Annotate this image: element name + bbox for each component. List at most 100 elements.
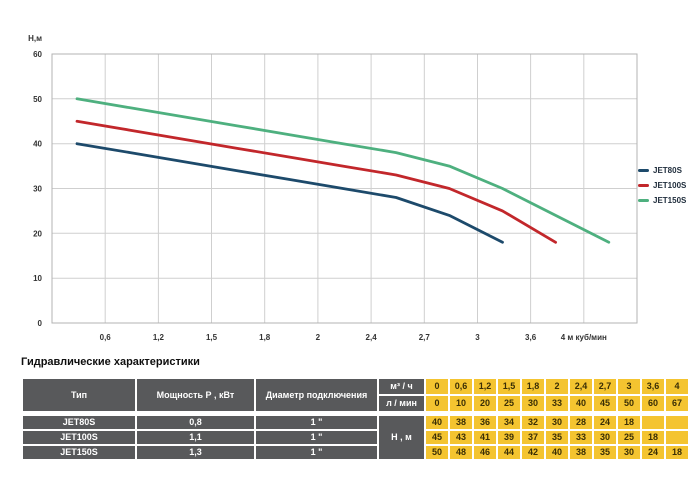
legend-dash-icon	[638, 169, 649, 172]
flow-value-cell: 39	[498, 431, 520, 444]
flow-value-cell: 32	[522, 416, 544, 429]
legend-item-jet150s: JET150S	[638, 193, 686, 208]
series-curve-jet150s	[75, 97, 611, 244]
pump-type-cell: JET80S	[23, 416, 135, 429]
pump-power-cell: 1,3	[137, 446, 254, 459]
table-title: Гидравлические характеристики	[21, 356, 200, 368]
pump-type-cell: JET150S	[23, 446, 135, 459]
flow-value-cell: 38	[450, 416, 472, 429]
pump-performance-chart: 0 10 20 30 40 50 60 Н,м 0,6 1,2 1,5 1,8 2 2,4 2,7 3 3,6 4…	[28, 34, 638, 342]
flow-value-cell: 30	[594, 431, 616, 444]
legend-label: JET150S	[653, 195, 687, 205]
pump-power-cell: 1,1	[137, 431, 254, 444]
flow-value-cell: 10	[450, 396, 472, 411]
flow-value-cell: 2,7	[594, 379, 616, 394]
flow-value-cell	[642, 416, 664, 429]
table-header-row-lmin: л / мин 0 10 20 25 30 33 40 45 50 60 67	[23, 396, 688, 411]
flow-value-cell	[666, 416, 688, 429]
flow-value-cell: 3,6	[642, 379, 664, 394]
col-header-type: Тип	[23, 379, 135, 411]
flow-value-cell: 18	[618, 416, 640, 429]
pump-type-cell: JET100S	[23, 431, 135, 444]
flow-value-cell: 25	[618, 431, 640, 444]
flow-value-cell	[666, 431, 688, 444]
svg-text:3,6: 3,6	[525, 333, 537, 342]
pump-power-cell: 0,8	[137, 416, 254, 429]
chart-area: 0 10 20 30 40 50 60 Н,м 0,6 1,2 1,5 1,8 2 2,4 2,7 3 3,6 4…	[28, 34, 686, 342]
svg-text:1,2: 1,2	[153, 333, 165, 342]
table-row-jet80s: JET80S 0,8 1 " Н , м 40 38 36 34 32 30 28 24 18	[23, 416, 688, 459]
flow-value-cell: 43	[450, 431, 472, 444]
svg-text:1,8: 1,8	[259, 333, 271, 342]
flow-unit-lmin: л / мин	[379, 396, 424, 411]
series-curve-jet100s	[75, 119, 557, 244]
table-row-jet150s: JET150S 1,3 1 " 50 48 46 44 42 40 38 35 30 24 18	[23, 446, 688, 459]
flow-value-cell: 40	[546, 446, 568, 459]
spacer-cell	[23, 413, 688, 414]
svg-text:10: 10	[33, 274, 42, 283]
legend-item-jet100s: JET100S	[638, 178, 686, 193]
flow-value-cell: 40	[570, 396, 592, 411]
legend-label: JET80S	[653, 165, 682, 175]
flow-value-cell: 38	[570, 446, 592, 459]
svg-text:2,7: 2,7	[419, 333, 431, 342]
svg-text:4 м куб/мин: 4 м куб/мин	[561, 333, 607, 342]
pump-diameter-cell: 1 "	[256, 431, 377, 444]
series-curve-jet80s	[75, 142, 504, 244]
svg-text:3: 3	[475, 333, 480, 342]
flow-value-cell: 18	[666, 446, 688, 459]
hydraulic-characteristics-table: Тип Мощность Р , кВт Диаметр подключения…	[21, 377, 690, 461]
flow-value-cell: 30	[618, 446, 640, 459]
x-axis-ticks: 0,6 1,2 1,5 1,8 2 2,4 2,7 3 3,6 4 м куб/мин	[100, 333, 607, 342]
flow-value-cell: 28	[570, 416, 592, 429]
svg-text:50: 50	[33, 95, 42, 104]
pump-diameter-cell: 1 "	[256, 446, 377, 459]
flow-value-cell: 24	[642, 446, 664, 459]
flow-value-cell: 48	[450, 446, 472, 459]
flow-value-cell: 36	[474, 416, 496, 429]
flow-value-cell: 33	[546, 396, 568, 411]
head-unit-label: Н , м	[379, 416, 424, 459]
flow-value-cell: 33	[570, 431, 592, 444]
flow-value-cell: 37	[522, 431, 544, 444]
flow-value-cell: 45	[594, 396, 616, 411]
flow-value-cell: 35	[546, 431, 568, 444]
flow-value-cell: 1,8	[522, 379, 544, 394]
flow-value-cell: 46	[474, 446, 496, 459]
flow-value-cell: 0	[426, 396, 448, 411]
y-axis-title: Н,м	[28, 34, 42, 43]
flow-value-cell: 50	[618, 396, 640, 411]
svg-text:1,5: 1,5	[206, 333, 218, 342]
flow-value-cell: 34	[498, 416, 520, 429]
pump-diameter-cell: 1 "	[256, 416, 377, 429]
flow-value-cell: 60	[642, 396, 664, 411]
flow-value-cell: 35	[594, 446, 616, 459]
svg-text:60: 60	[33, 50, 42, 59]
flow-value-cell: 4	[666, 379, 688, 394]
y-axis-ticks: 0 10 20 30 40 50 60	[33, 50, 42, 328]
plot-border	[51, 53, 638, 324]
col-header-power: Мощность Р , кВт	[137, 379, 254, 411]
flow-value-cell: 1,5	[498, 379, 520, 394]
flow-value-cell: 0	[426, 379, 448, 394]
table-row-jet100s: JET100S 1,1 1 " 45 43 41 39 37 35 33 30 25 18	[23, 431, 688, 444]
flow-value-cell: 2	[546, 379, 568, 394]
flow-value-cell: 30	[546, 416, 568, 429]
flow-value-cell: 42	[522, 446, 544, 459]
flow-value-cell: 20	[474, 396, 496, 411]
flow-value-cell: 41	[474, 431, 496, 444]
flow-value-cell: 25	[498, 396, 520, 411]
svg-text:30: 30	[33, 185, 42, 194]
flow-value-cell: 18	[642, 431, 664, 444]
flow-value-cell: 1,2	[474, 379, 496, 394]
svg-text:40: 40	[33, 140, 42, 149]
flow-unit-m3h: м³ / ч	[379, 379, 424, 394]
flow-value-cell: 3	[618, 379, 640, 394]
flow-value-cell: 45	[426, 431, 448, 444]
flow-value-cell: 30	[522, 396, 544, 411]
svg-text:0,6: 0,6	[100, 333, 112, 342]
col-header-diameter: Диаметр подключения	[256, 379, 377, 411]
table-spacer-row	[23, 413, 688, 414]
flow-value-cell: 40	[426, 416, 448, 429]
svg-text:0: 0	[38, 319, 43, 328]
